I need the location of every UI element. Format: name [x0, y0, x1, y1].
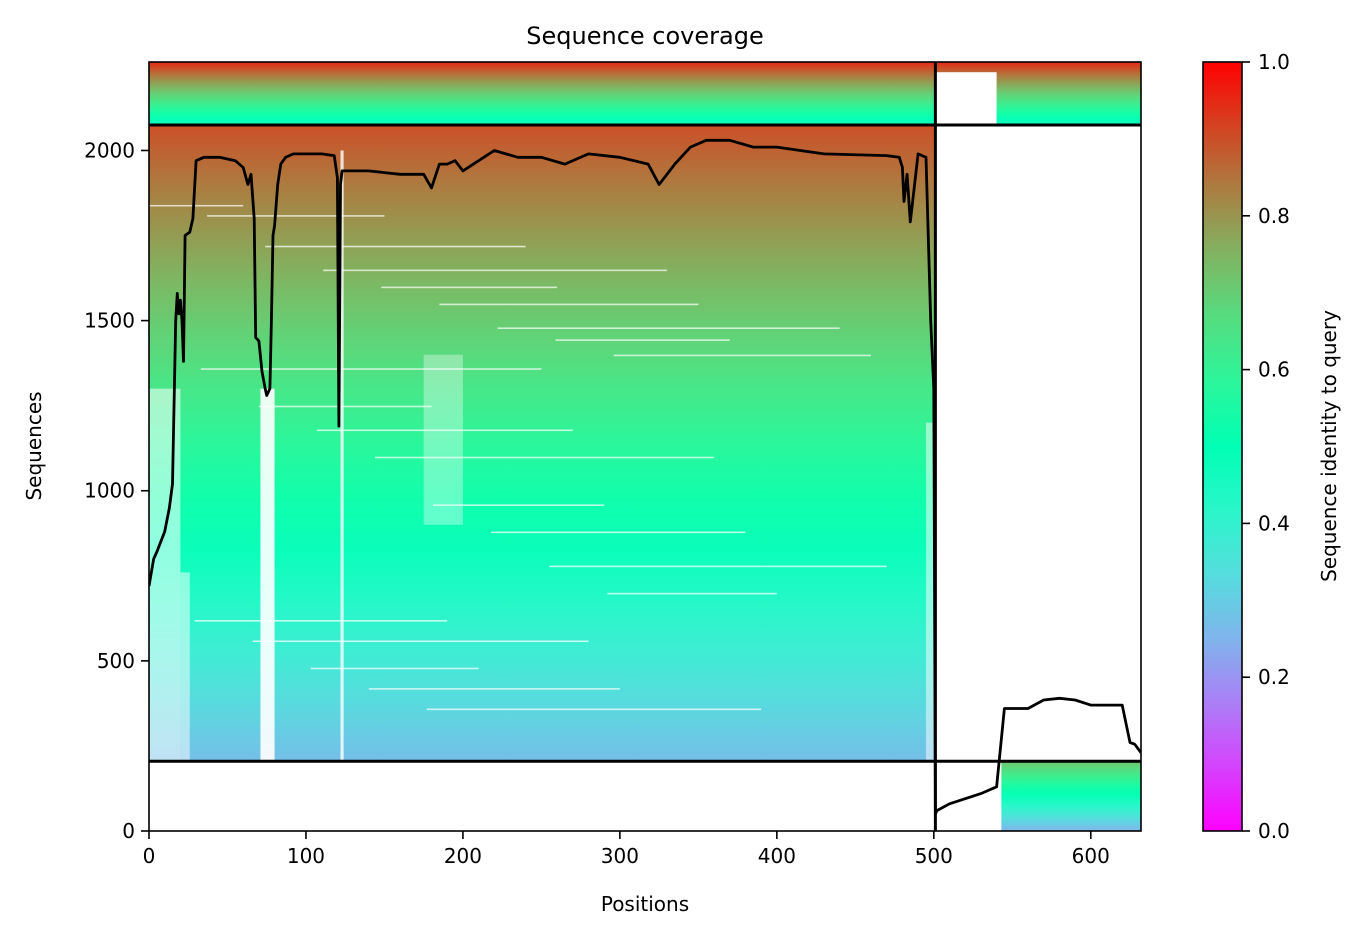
- colorbar-tick-label: 0.8: [1258, 204, 1290, 228]
- block-chain-B-rows: [1001, 761, 1141, 831]
- y-tick-label: 0: [122, 819, 135, 843]
- gap-streak: [207, 215, 385, 217]
- x-tick-label: 100: [287, 844, 325, 868]
- y-axis-label: Sequences: [22, 391, 46, 500]
- y-axis: 0 500 1000 1500 2000: [84, 138, 149, 843]
- x-tick-label: 300: [601, 844, 639, 868]
- colorbar-tick-label: 0.0: [1258, 819, 1290, 843]
- gap-streak: [200, 368, 542, 370]
- gap-streak: [439, 303, 699, 306]
- colorbar-axis: 0.0 0.2 0.4 0.6 0.8 1.0: [1242, 50, 1290, 843]
- gap-streak: [194, 620, 448, 622]
- gap-streak: [310, 667, 479, 670]
- gap-streak: [549, 565, 887, 568]
- coverage-line: [149, 138, 1141, 816]
- x-tick-label: 600: [1072, 844, 1110, 868]
- colorbar: 0.0 0.2 0.4 0.6 0.8 1.0 Sequence identity to …: [1202, 50, 1341, 843]
- gap-stripe: [925, 422, 934, 762]
- gap-stripe: [990, 761, 1002, 831]
- gap-streak: [375, 456, 715, 459]
- colorbar-label: Sequence identity to query: [1317, 310, 1341, 582]
- gap-streak: [607, 592, 777, 595]
- y-tick-label: 2000: [84, 138, 135, 162]
- gap-stripe: [423, 354, 463, 525]
- x-tick-label: 200: [444, 844, 482, 868]
- gap-stripe: [180, 572, 190, 762]
- gap-streak: [491, 531, 746, 534]
- x-axis-label: Positions: [601, 892, 689, 916]
- gap-streak: [497, 327, 840, 330]
- y-tick-label: 500: [97, 649, 135, 673]
- gap-stripe: [149, 388, 181, 762]
- colorbar-gradient: [1202, 61, 1243, 832]
- x-tick-label: 400: [758, 844, 796, 868]
- plot-area: [149, 62, 1141, 831]
- x-tick-label: 0: [143, 844, 156, 868]
- colorbar-tick-label: 1.0: [1258, 50, 1290, 74]
- gap-stripe: [935, 72, 997, 125]
- gap-streak: [258, 405, 432, 408]
- gap-streak: [323, 269, 667, 272]
- chart-title: Sequence coverage: [526, 22, 763, 50]
- y-tick-label: 1500: [84, 309, 135, 333]
- colorbar-tick-label: 0.6: [1258, 358, 1290, 382]
- gap-streak: [149, 204, 244, 207]
- gap-streak: [381, 286, 558, 289]
- gap-streak: [252, 640, 589, 643]
- colorbar-tick-label: 0.4: [1258, 511, 1290, 535]
- gap-streak: [368, 688, 620, 690]
- x-axis: 0 100 200 300 400 500 600: [143, 831, 1110, 868]
- gap-streak: [265, 245, 526, 248]
- block-paired-top-left: [149, 62, 936, 125]
- colorbar-tick-label: 0.2: [1258, 665, 1290, 689]
- y-tick-label: 1000: [84, 479, 135, 503]
- gap-streak: [613, 354, 872, 357]
- plot-frame: [148, 61, 1142, 832]
- gap-streak: [433, 504, 605, 506]
- gap-streak: [555, 339, 730, 341]
- gap-stripe: [260, 388, 275, 762]
- x-tick-label: 500: [915, 844, 953, 868]
- identity-blocks: [149, 62, 1141, 831]
- block-chain-A-rows: [149, 124, 936, 762]
- gap-streak: [316, 429, 573, 432]
- gap-stripes: [149, 72, 1002, 831]
- gap-streak: [426, 708, 762, 711]
- gap-stripe: [340, 150, 344, 762]
